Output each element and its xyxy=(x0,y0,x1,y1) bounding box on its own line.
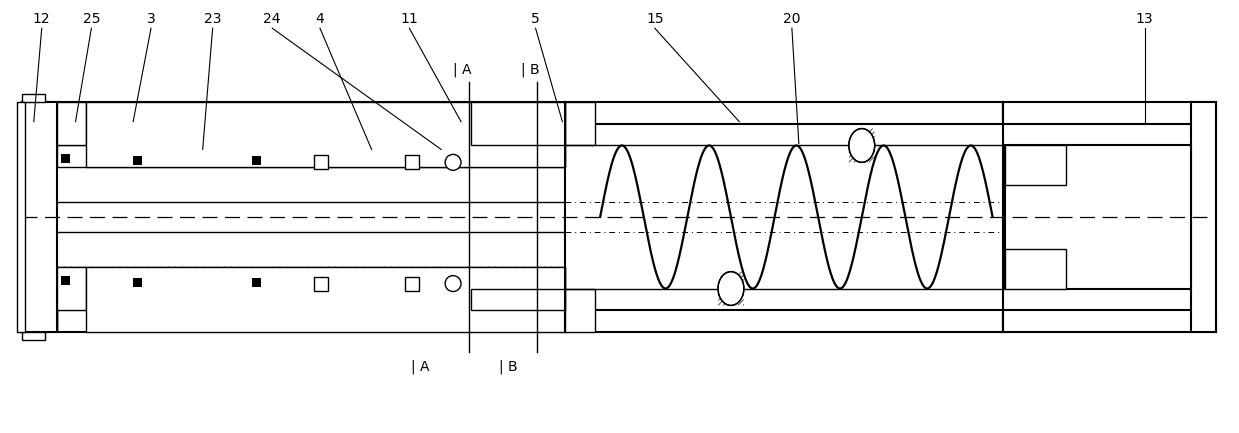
Bar xyxy=(565,102,1002,123)
Circle shape xyxy=(445,155,461,170)
Bar xyxy=(22,310,565,332)
Bar xyxy=(17,102,25,332)
Text: 25: 25 xyxy=(83,12,100,26)
Bar xyxy=(405,155,419,169)
Ellipse shape xyxy=(719,271,743,305)
Text: 3: 3 xyxy=(146,12,155,26)
Bar xyxy=(405,277,419,291)
Text: 15: 15 xyxy=(646,12,664,26)
Bar xyxy=(22,102,565,123)
Text: 23: 23 xyxy=(204,12,222,26)
Text: | B: | B xyxy=(520,63,539,78)
Bar xyxy=(253,156,261,165)
Text: 12: 12 xyxy=(33,12,51,26)
Bar xyxy=(22,94,45,102)
Bar xyxy=(471,102,565,145)
Polygon shape xyxy=(57,267,87,332)
Text: | A: | A xyxy=(411,359,430,374)
Text: | A: | A xyxy=(453,63,472,78)
Bar xyxy=(565,310,1002,332)
Bar xyxy=(565,102,595,145)
Bar xyxy=(1192,102,1217,332)
Bar xyxy=(471,288,565,310)
Bar xyxy=(87,267,565,332)
Bar xyxy=(1005,145,1066,185)
Polygon shape xyxy=(57,102,87,145)
Text: 5: 5 xyxy=(532,12,540,26)
Bar xyxy=(565,288,595,332)
Bar xyxy=(57,145,565,167)
Bar xyxy=(253,278,261,287)
Bar xyxy=(87,102,565,167)
Text: 11: 11 xyxy=(400,12,419,26)
Text: | B: | B xyxy=(499,359,518,374)
Bar xyxy=(313,277,328,291)
Bar xyxy=(57,267,565,288)
Bar xyxy=(1005,249,1066,288)
Bar xyxy=(133,156,142,165)
Text: 20: 20 xyxy=(783,12,800,26)
Bar xyxy=(313,155,328,169)
Circle shape xyxy=(445,276,461,291)
Ellipse shape xyxy=(849,129,875,162)
Bar xyxy=(22,102,57,332)
Text: 24: 24 xyxy=(264,12,281,26)
Bar xyxy=(133,278,142,287)
Bar xyxy=(61,155,69,163)
Bar xyxy=(1005,145,1192,288)
Bar xyxy=(61,276,69,284)
Text: 13: 13 xyxy=(1136,12,1154,26)
Bar xyxy=(1002,102,1217,123)
Bar xyxy=(22,332,45,340)
Text: 4: 4 xyxy=(316,12,325,26)
Bar xyxy=(1002,310,1217,332)
